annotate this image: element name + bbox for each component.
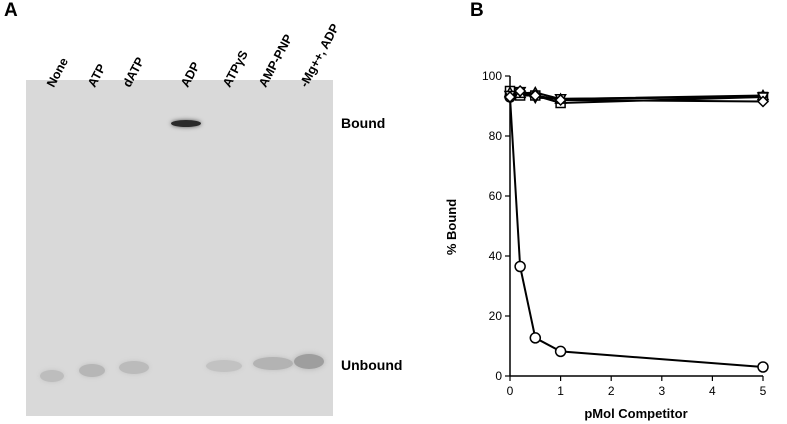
data-point-circle [529, 332, 542, 344]
chart-axes: 0 1 2 3 4 5 0 20 40 60 80 100 [482, 69, 767, 398]
series-line-circle [509, 96, 764, 368]
unbound-band [119, 361, 149, 374]
data-point-circle [554, 345, 567, 358]
x-axis-label: pMol Competitor [584, 406, 687, 421]
panel-a-letter: A [4, 0, 18, 21]
unbound-band [206, 360, 242, 372]
data-point-diamond [514, 84, 527, 98]
data-point-diamond [554, 93, 567, 107]
unbound-band [40, 370, 64, 382]
y-tick-label: 60 [489, 189, 503, 203]
y-axis-label: % Bound [444, 199, 459, 255]
data-point-diamond [503, 90, 517, 104]
data-point-circle [514, 260, 526, 273]
unbound-band [253, 357, 293, 370]
y-tick-label: 40 [489, 249, 503, 263]
unbound-band [294, 354, 324, 369]
y-tick-label: 100 [482, 69, 502, 83]
x-tick-label: 1 [557, 384, 564, 398]
data-point-diamond [529, 89, 542, 102]
x-tick-label: 5 [760, 384, 767, 398]
y-tick-label: 20 [489, 309, 503, 323]
bound-band [171, 120, 201, 127]
x-tick-label: 2 [608, 384, 615, 398]
data-point-diamond [756, 95, 770, 108]
data-point-circle [757, 361, 769, 373]
panel-b-letter: B [470, 0, 484, 21]
x-tick-label: 3 [658, 384, 665, 398]
bound-label: Bound [341, 115, 386, 131]
unbound-label: Unbound [341, 357, 403, 373]
x-tick-label: 4 [709, 384, 716, 398]
chart-series [503, 84, 770, 373]
y-tick-label: 0 [495, 369, 502, 383]
x-tick-label: 0 [507, 384, 514, 398]
unbound-band [79, 364, 105, 377]
y-tick-label: 80 [489, 129, 503, 143]
